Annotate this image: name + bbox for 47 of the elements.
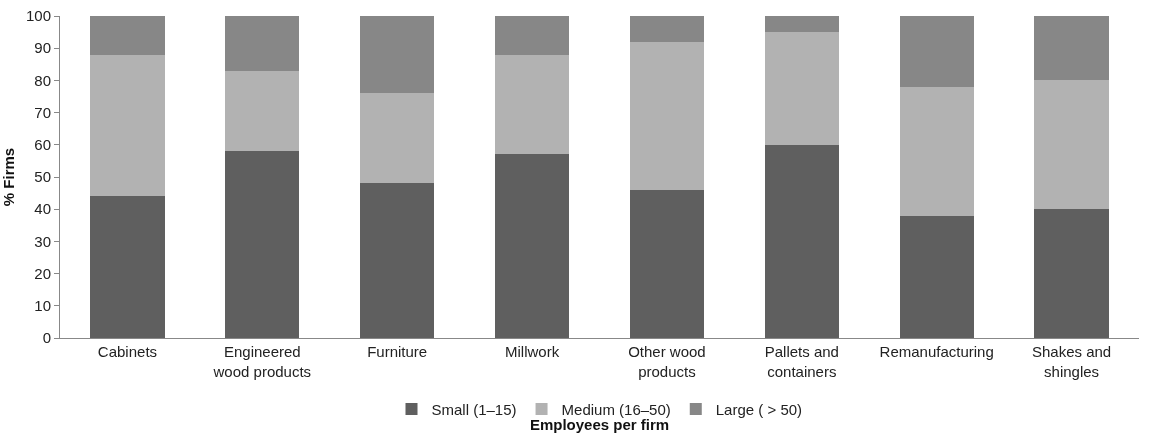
- bar: [629, 189, 705, 338]
- legend-label: Medium (16–50): [561, 400, 671, 418]
- y-tick-label: 70: [34, 103, 51, 121]
- y-tick-label: 60: [34, 136, 51, 154]
- bar: [629, 41, 705, 190]
- bar: [764, 32, 839, 145]
- legend-label: Small (1–15): [431, 400, 517, 418]
- bar: [1034, 80, 1109, 210]
- bar: [494, 154, 570, 338]
- bar: [360, 93, 435, 184]
- bar: [1034, 16, 1109, 81]
- y-axis-title: % Firms: [0, 147, 17, 207]
- bar: [494, 54, 570, 155]
- x-tick-label: Other wood products: [628, 343, 706, 380]
- y-tick-label: 100: [25, 7, 51, 25]
- bar: [225, 16, 300, 71]
- y-tick-label: 50: [34, 168, 51, 186]
- y-tick-label: 90: [34, 39, 51, 57]
- legend-label: Large ( > 50): [715, 400, 803, 418]
- bar: [899, 215, 974, 338]
- bar: [764, 16, 839, 33]
- x-tick-label: Pallets and containers: [764, 343, 839, 380]
- y-tick-label: 40: [34, 200, 51, 218]
- y-tick-label: 30: [34, 232, 51, 250]
- y-tick-label: 0: [42, 329, 51, 347]
- bar: [90, 16, 165, 55]
- bar: [764, 144, 839, 338]
- y-tick-label: 10: [34, 297, 51, 315]
- x-tick-label: Engineered wood products: [212, 343, 312, 380]
- bar: [629, 16, 705, 42]
- x-tick-label: Cabinets: [97, 343, 158, 360]
- bar: [1034, 209, 1109, 338]
- bar: [225, 151, 300, 338]
- bar: [360, 16, 435, 94]
- bar: [899, 16, 974, 87]
- x-tick-label: Shakes and shingles: [1031, 343, 1112, 380]
- bar: [360, 183, 435, 338]
- bar: [899, 86, 974, 216]
- bar: [90, 54, 165, 197]
- x-tick-label: Millwork: [504, 343, 560, 360]
- bar: [90, 196, 165, 338]
- x-tick-label: Furniture: [367, 343, 428, 360]
- bar: [225, 70, 300, 152]
- bar: [494, 16, 570, 55]
- y-tick-label: 80: [34, 71, 51, 89]
- y-tick-label: 20: [34, 264, 51, 282]
- x-tick-label: Remanufacturing: [879, 343, 994, 360]
